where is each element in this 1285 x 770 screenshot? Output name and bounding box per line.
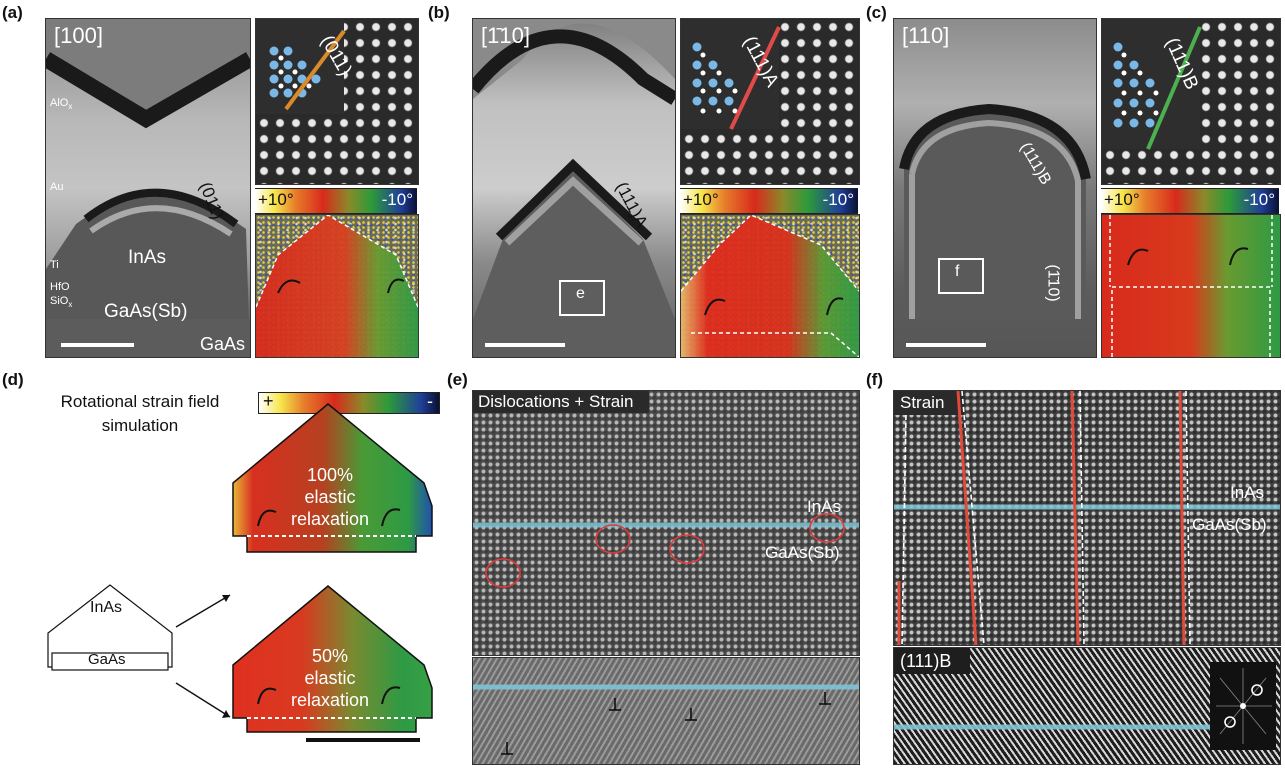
atom-model-b bbox=[692, 42, 738, 114]
sim-50-word2: relaxation bbox=[290, 690, 370, 710]
inas-label-a: InAs bbox=[128, 247, 167, 268]
strain-dashed-lines bbox=[901, 391, 1191, 645]
rotation-map-c bbox=[1101, 214, 1281, 358]
layer-au: Au bbox=[50, 181, 64, 193]
sim-50-word: elastic bbox=[304, 668, 356, 688]
tem-image-a: [100] AlOx Au Ti HfO SiOx (011) InAs GaA… bbox=[45, 18, 251, 358]
hrtem-inset-c: (111)B bbox=[1101, 18, 1281, 185]
cbar-minus-b: -10° bbox=[822, 190, 854, 209]
cbar-plus-c: +10° bbox=[1104, 190, 1140, 209]
panel-label-a: (a) bbox=[2, 3, 23, 22]
cbar-plus-d: + bbox=[263, 391, 274, 411]
hrtem-inset-a: (011) bbox=[255, 18, 419, 185]
dislocation-circle bbox=[809, 513, 845, 543]
direction-b: [1̄10] bbox=[481, 23, 530, 48]
colorbar-a: +10° -10° bbox=[255, 188, 417, 214]
hrtem-f-overlay bbox=[894, 391, 1280, 645]
gaas-label-a: GaAs bbox=[200, 334, 246, 354]
inset-a-overlay bbox=[256, 19, 346, 114]
hrtem-f: Strain InAs GaAs(Sb) bbox=[893, 390, 1281, 646]
layer-hfo: HfO bbox=[50, 281, 70, 293]
dislocation-circle bbox=[595, 524, 631, 554]
panel-label-f: (f) bbox=[866, 370, 883, 389]
cbar-minus-a: -10° bbox=[381, 190, 413, 209]
arrow-down-icon bbox=[222, 710, 230, 718]
hrtem-e-overlay bbox=[473, 391, 859, 588]
strain-red-lines bbox=[897, 391, 1186, 645]
colorbar-b: +10° -10° bbox=[680, 188, 858, 214]
box-f-label: f bbox=[955, 263, 960, 280]
sim-100-word2: relaxation bbox=[290, 509, 370, 529]
sim-title-line1: Rotational strain field bbox=[60, 392, 220, 411]
direction-c: [110] bbox=[902, 23, 950, 48]
panel-label-b: (b) bbox=[428, 3, 450, 22]
panel-label-c: (c) bbox=[866, 3, 887, 22]
cbar-plus-a: +10° bbox=[258, 190, 294, 209]
rotmap-c-overlay bbox=[1109, 215, 1273, 357]
inas-label-e: InAs bbox=[807, 497, 842, 516]
tem-image-c: [110] (111)B (1̄10) f bbox=[893, 18, 1097, 358]
panel-f-title: Strain bbox=[900, 393, 945, 412]
filtered-e-overlay bbox=[473, 684, 859, 755]
cbar-minus-d: - bbox=[427, 391, 433, 411]
panel-e-title: Dislocations + Strain bbox=[478, 392, 634, 411]
sim-100-pct: 100% bbox=[306, 465, 354, 485]
inas-label-f: InAs bbox=[1230, 483, 1265, 502]
inset-b-overlay bbox=[681, 19, 781, 130]
rotmap-b-overlay bbox=[681, 215, 859, 357]
fft-spot-circle bbox=[1251, 684, 1263, 696]
sim-50-pct: 50% bbox=[311, 646, 349, 666]
schematic-gaas: GaAs bbox=[88, 651, 126, 668]
dislocation-circle bbox=[485, 558, 521, 588]
inset-c-overlay bbox=[1102, 19, 1202, 150]
tem-a-structure bbox=[46, 19, 250, 357]
hrtem-e: Dislocations + Strain InAs GaAs(Sb) bbox=[472, 390, 860, 656]
filtered-e bbox=[472, 657, 860, 765]
layer-ti: Ti bbox=[50, 259, 59, 271]
schematic-inas: InAs bbox=[90, 599, 123, 616]
direction-a: [100] bbox=[54, 23, 103, 48]
rotmap-a-overlay bbox=[256, 215, 418, 357]
layer-alox: AlOx bbox=[50, 97, 73, 112]
filtered-f: (111)B bbox=[893, 647, 1281, 765]
arrow-up-icon bbox=[222, 595, 230, 602]
tem-c-structure bbox=[899, 103, 1091, 347]
colorbar-c: +10° -10° bbox=[1101, 188, 1279, 214]
gaassb-label-e: GaAs(Sb) bbox=[765, 543, 840, 562]
cbar-plus-b: +10° bbox=[683, 190, 719, 209]
sim-50-label: 50% elastic relaxation bbox=[282, 645, 378, 711]
sim-100-label: 100% elastic relaxation bbox=[282, 464, 378, 530]
sim-title-line2: simulation bbox=[101, 416, 179, 435]
simulation-diagram bbox=[47, 403, 433, 742]
panel-label-d: (d) bbox=[2, 370, 24, 389]
tem-b-structure bbox=[473, 19, 675, 357]
panel-label-e: (e) bbox=[447, 370, 468, 389]
gaassb-label-a: GaAs(Sb) bbox=[104, 301, 188, 322]
fft-plane-label-f: (111)B bbox=[900, 651, 952, 671]
gaassb-label-f: GaAs(Sb) bbox=[1192, 515, 1267, 534]
rotation-map-a bbox=[255, 214, 419, 358]
colorbar-d: + - bbox=[258, 391, 440, 414]
atom-model-a bbox=[269, 46, 321, 98]
sim-100-word: elastic bbox=[304, 487, 356, 507]
tem-image-b: [1̄10] (111)A e bbox=[472, 18, 676, 358]
dislocation-symbols bbox=[501, 692, 831, 755]
filtered-f-overlay bbox=[894, 648, 1276, 750]
layer-siox: SiOx bbox=[50, 295, 73, 310]
box-e-label: e bbox=[576, 285, 585, 302]
atom-model-c bbox=[1113, 42, 1159, 128]
sim-title: Rotational strain field simulation bbox=[42, 390, 238, 438]
rotation-map-b bbox=[680, 214, 860, 358]
dislocation-circle bbox=[669, 534, 705, 564]
fft-spot-circle bbox=[1224, 716, 1236, 728]
facet-c-110: (1̄10) bbox=[1044, 264, 1062, 302]
cbar-minus-c: -10° bbox=[1243, 190, 1275, 209]
hrtem-inset-b: (111)A bbox=[680, 18, 860, 185]
